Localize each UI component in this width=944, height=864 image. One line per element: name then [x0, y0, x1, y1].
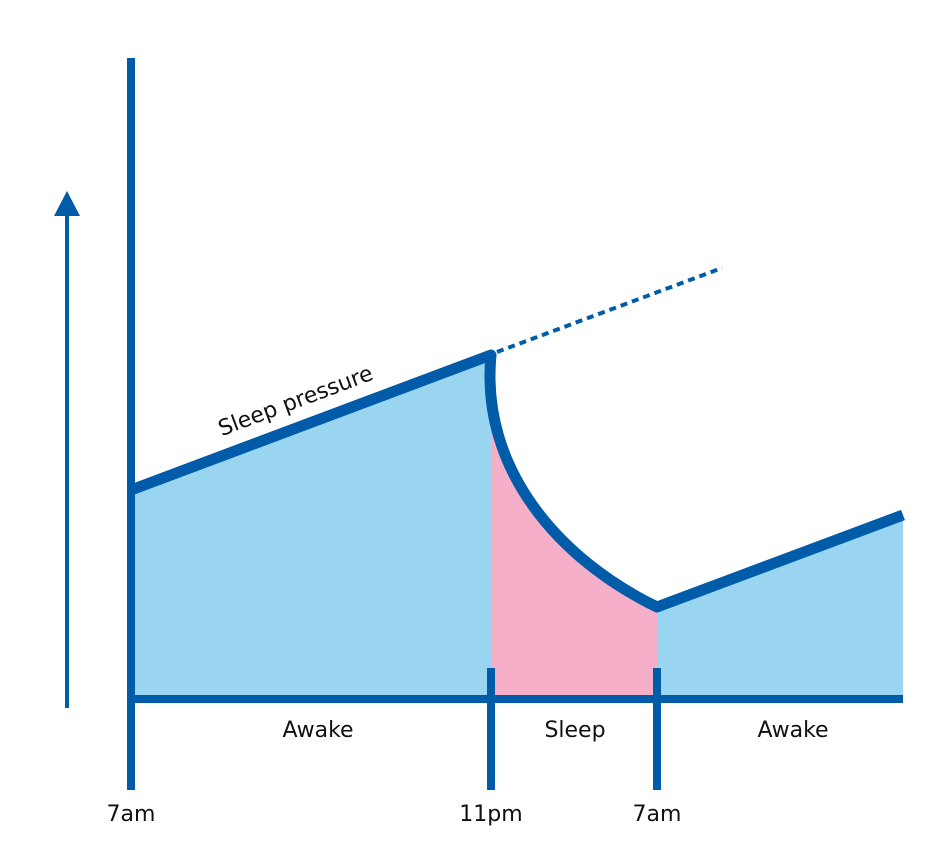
phase-label: Sleep: [544, 718, 605, 743]
arrow-head: [54, 191, 80, 216]
phase-label: Awake: [282, 718, 353, 743]
awake-area: [131, 355, 491, 699]
time-label: 7am: [633, 802, 682, 827]
sleep-pressure-curve: [129, 349, 905, 613]
time-label: 11pm: [459, 802, 522, 827]
awake-area: [657, 515, 903, 699]
time-label: 7am: [107, 802, 156, 827]
phase-label: Awake: [757, 718, 828, 743]
projected-pressure: [496, 266, 723, 354]
sleep-area: [489, 355, 657, 699]
